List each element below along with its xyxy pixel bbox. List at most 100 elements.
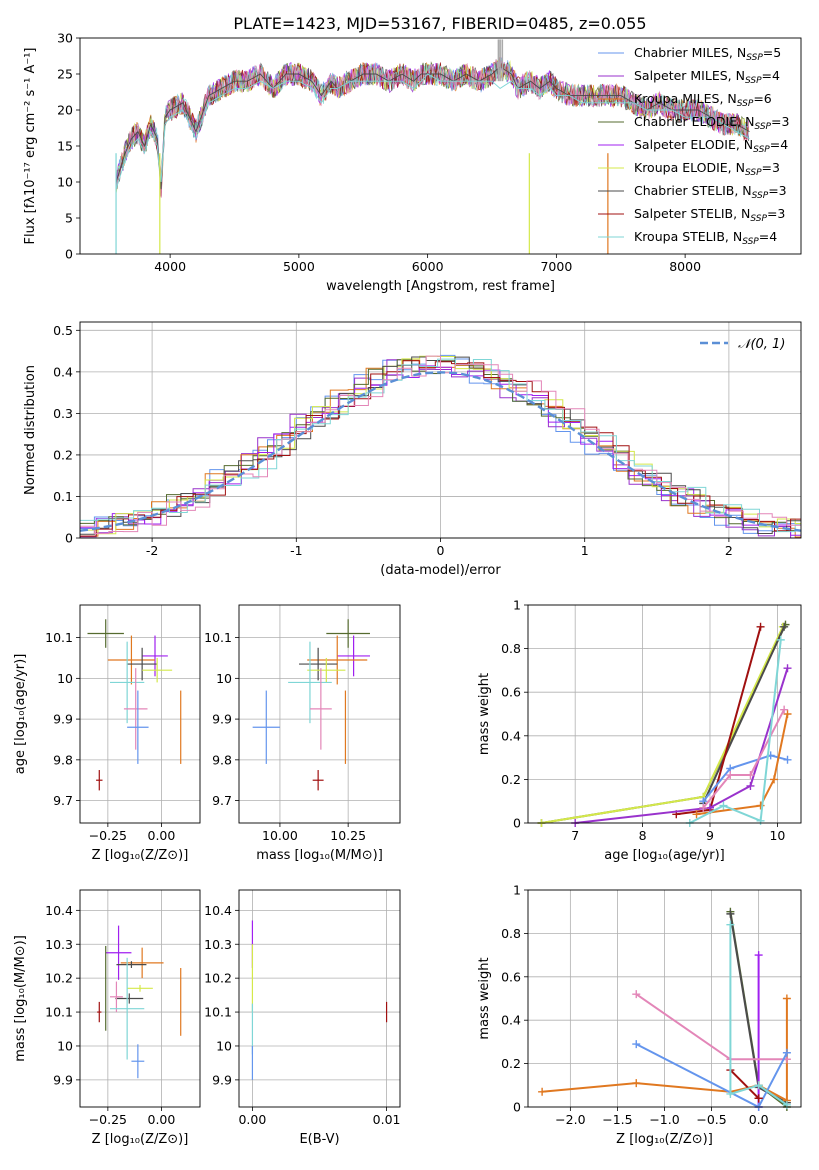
legend-label-sub: SSP <box>745 76 762 86</box>
panels: 4000 5000 6000 7000 8000051015202530waveleng… <box>13 31 802 1147</box>
x-axis-label: E(B-V) <box>299 1132 339 1147</box>
data-point <box>87 619 124 648</box>
y-tick-label: 0.8 <box>501 926 521 941</box>
grid <box>239 890 400 1107</box>
panel-age_vs_mass: 10.00 10.25 9.7 9.8 9.9 10 10.1 mass [log₁₀(M/M… <box>204 604 401 863</box>
legend-label: Chabrier MILES, NSSP=5 <box>634 45 781 63</box>
series-marker <box>783 710 792 718</box>
plot-area <box>87 619 182 791</box>
grid <box>528 604 801 824</box>
y-tick-label: 15 <box>57 139 73 154</box>
x-tick-label: −0.25 <box>89 1112 127 1127</box>
series-marker <box>699 803 708 812</box>
x-tick-label: 10.25 <box>330 828 366 843</box>
y-tick-label: 10 <box>216 671 232 686</box>
legend-label-sub: SSP <box>754 122 771 132</box>
y-tick-label: 9.8 <box>212 752 232 767</box>
legend-label-sub: SSP <box>742 237 759 247</box>
x-tick-label: −1.0 <box>649 1112 679 1127</box>
y-axis-label: mass weight <box>477 957 492 1039</box>
series-marker <box>538 1087 547 1096</box>
y-axis-label: mass weight <box>477 673 492 755</box>
y-tick-label: 10.2 <box>45 971 73 986</box>
legend-label-text: Chabrier STELIB, N <box>634 183 752 198</box>
y-tick-label: 10.3 <box>204 937 232 952</box>
y-tick-label: 10.1 <box>45 630 73 645</box>
y-tick-label: 20 <box>57 103 73 118</box>
plot-area <box>252 619 370 791</box>
legend-label-tail: =5 <box>763 45 781 60</box>
legend-label: Kroupa ELODIE, NSSP=3 <box>634 160 780 178</box>
x-axis-label: Z [log₁₀(Z/Z⊙)] <box>92 848 189 863</box>
y-tick-label: 9.8 <box>53 752 73 767</box>
x-tick-label: −1.5 <box>602 1112 632 1127</box>
series-marker <box>782 1100 791 1109</box>
data-point <box>127 690 149 764</box>
panel-mass_vs_Z: −0.25 0.00 9.9 10 10.1 10.2 10.3 10.4 Z [log₁₀(Z… <box>13 889 201 1147</box>
y-tick-label: 0.6 <box>501 969 521 984</box>
data-point <box>110 641 145 724</box>
y-tick-label: 10.1 <box>45 1005 73 1020</box>
legend-label-tail: =3 <box>762 160 780 175</box>
x-tick-label: 0.0 <box>749 1112 769 1127</box>
y-tick-label: 9.7 <box>53 793 73 808</box>
legend-label-text: Kroupa STELIB, N <box>634 229 742 244</box>
y-tick-label: 0.2 <box>501 772 521 787</box>
data-point <box>131 1044 145 1079</box>
data-point <box>110 981 123 1013</box>
x-tick-label: 8 <box>639 828 647 843</box>
y-tick-label: 9.9 <box>212 712 232 727</box>
x-tick-label: -2 <box>146 543 158 558</box>
series-line <box>542 998 788 1103</box>
series-marker <box>746 781 755 790</box>
legend-label-tail: =3 <box>768 183 786 198</box>
panel-age_vs_Z: −0.25 0.00 9.7 9.8 9.9 10 10.1 Z [log₁₀(Z/Z⊙)] a… <box>13 604 201 863</box>
legend-label-tail: =3 <box>767 206 785 221</box>
x-tick-label: 6000 <box>412 259 444 274</box>
series-marker <box>719 801 728 810</box>
y-tick-label: 0 <box>65 247 73 262</box>
y-tick-label: 10 <box>216 1038 232 1053</box>
y-tick-label: 10 <box>57 175 73 190</box>
legend-label-text: Chabrier MILES, N <box>634 45 746 60</box>
gaussian-curve <box>79 371 802 532</box>
y-tick-label: 0.2 <box>53 447 73 462</box>
series-line <box>575 667 789 824</box>
y-tick-label: 9.9 <box>212 1072 232 1087</box>
series-marker <box>746 771 755 780</box>
data-point <box>105 925 132 980</box>
data-point <box>299 647 338 681</box>
series-marker <box>783 664 792 673</box>
series-line <box>702 626 786 804</box>
series-line <box>115 58 750 198</box>
x-tick-label: 4000 <box>154 259 186 274</box>
series-marker <box>692 810 701 819</box>
series-marker <box>726 771 735 780</box>
x-tick-label: 1 <box>581 543 589 558</box>
y-tick-label: 0.8 <box>501 641 521 656</box>
legend: 𝒩(0, 1) <box>700 337 785 352</box>
axes-frame <box>238 604 401 824</box>
y-tick-label: 10.2 <box>204 971 232 986</box>
data-point <box>307 657 346 683</box>
data-point <box>252 690 280 764</box>
x-tick-label: −2.0 <box>555 1112 585 1127</box>
legend-label: Kroupa MILES, NSSP=6 <box>634 91 772 109</box>
y-tick-label: 10.1 <box>204 1005 232 1020</box>
x-tick-label: 0.01 <box>373 1112 401 1127</box>
figure-title: PLATE=1423, MJD=53167, FIBERID=0485, z=0… <box>233 14 646 33</box>
y-tick-label: 0.4 <box>501 728 521 743</box>
series-marker <box>782 994 791 1003</box>
legend-label-text: Salpeter ELODIE, N <box>634 137 753 152</box>
legend-label: Chabrier STELIB, NSSP=3 <box>634 183 787 201</box>
legend-label-text: Salpeter MILES, N <box>634 68 745 83</box>
plot-area <box>251 920 388 1080</box>
plot-area <box>79 354 802 539</box>
data-point <box>309 668 332 750</box>
y-tick-label: 10 <box>57 671 73 686</box>
data-point <box>312 770 324 791</box>
x-axis-label: Z [log₁₀(Z/Z⊙)] <box>92 1132 189 1147</box>
legend-label-sub: SSP <box>745 168 762 178</box>
axes-frame <box>79 604 201 824</box>
